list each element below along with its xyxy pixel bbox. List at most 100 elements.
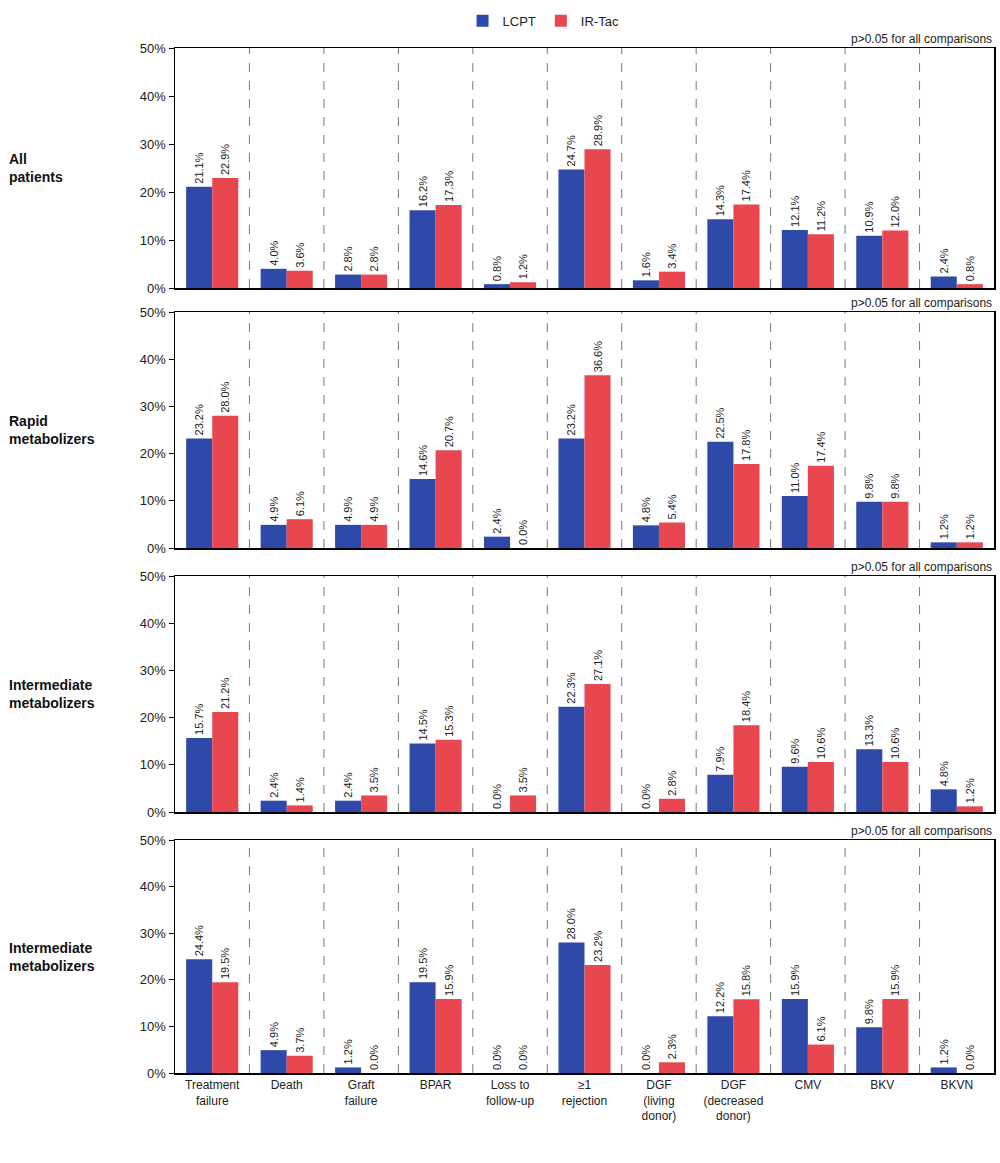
svg-text:10%: 10% — [140, 233, 166, 248]
svg-text:DGF(decreaseddonor): DGF(decreaseddonor) — [703, 1078, 763, 1123]
svg-text:5.4%: 5.4% — [666, 494, 678, 519]
svg-text:9.8%: 9.8% — [863, 473, 875, 498]
svg-text:2.3%: 2.3% — [666, 1034, 678, 1059]
svg-text:40%: 40% — [140, 352, 166, 367]
svg-text:p>0.05 for all comparisons: p>0.05 for all comparisons — [851, 824, 992, 838]
svg-text:21.2%: 21.2% — [219, 678, 231, 709]
svg-text:4.0%: 4.0% — [268, 241, 280, 266]
svg-text:15.3%: 15.3% — [443, 705, 455, 736]
svg-text:9.8%: 9.8% — [889, 473, 901, 498]
svg-text:1.2%: 1.2% — [517, 254, 529, 279]
svg-text:15.7%: 15.7% — [193, 703, 205, 734]
svg-text:0.0%: 0.0% — [640, 1045, 652, 1070]
svg-text:10%: 10% — [140, 493, 166, 508]
svg-text:0.0%: 0.0% — [491, 1045, 503, 1070]
svg-text:4.8%: 4.8% — [640, 497, 652, 522]
svg-text:23.2%: 23.2% — [592, 930, 604, 961]
svg-text:0.0%: 0.0% — [964, 1045, 976, 1070]
svg-text:Graftfailure: Graftfailure — [345, 1078, 378, 1108]
svg-text:14.6%: 14.6% — [417, 445, 429, 476]
svg-text:0.0%: 0.0% — [640, 784, 652, 809]
svg-text:17.4%: 17.4% — [815, 431, 827, 462]
svg-text:19.5%: 19.5% — [417, 948, 429, 979]
svg-text:2.4%: 2.4% — [342, 772, 354, 797]
svg-text:0.0%: 0.0% — [368, 1045, 380, 1070]
svg-text:1.6%: 1.6% — [640, 252, 652, 277]
svg-text:28.9%: 28.9% — [592, 115, 604, 146]
svg-text:15.9%: 15.9% — [889, 965, 901, 996]
svg-text:2.4%: 2.4% — [268, 772, 280, 797]
svg-text:14.3%: 14.3% — [714, 185, 726, 216]
svg-text:3.6%: 3.6% — [294, 242, 306, 267]
svg-text:10%: 10% — [140, 1019, 166, 1034]
svg-text:11.0%: 11.0% — [789, 462, 801, 493]
svg-text:p>0.05 for all comparisons: p>0.05 for all comparisons — [851, 296, 992, 310]
svg-text:Death: Death — [271, 1078, 303, 1092]
svg-text:1.2%: 1.2% — [964, 514, 976, 539]
svg-text:30%: 30% — [140, 926, 166, 941]
svg-text:1.2%: 1.2% — [964, 778, 976, 803]
svg-text:20.7%: 20.7% — [443, 416, 455, 447]
svg-text:15.9%: 15.9% — [789, 965, 801, 996]
svg-text:24.4%: 24.4% — [193, 925, 205, 956]
svg-text:17.3%: 17.3% — [443, 171, 455, 202]
svg-text:4.9%: 4.9% — [268, 1022, 280, 1047]
svg-text:30%: 30% — [140, 137, 166, 152]
svg-text:50%: 50% — [140, 41, 166, 56]
svg-text:0%: 0% — [147, 1066, 166, 1081]
svg-text:22.3%: 22.3% — [565, 672, 577, 703]
svg-text:17.4%: 17.4% — [740, 170, 752, 201]
svg-text:4.9%: 4.9% — [268, 497, 280, 522]
svg-text:20%: 20% — [140, 185, 166, 200]
svg-text:Allpatients: Allpatients — [9, 151, 63, 185]
svg-text:19.5%: 19.5% — [219, 948, 231, 979]
svg-text:10.6%: 10.6% — [815, 728, 827, 759]
svg-text:p>0.05 for all comparisons: p>0.05 for all comparisons — [851, 560, 992, 574]
svg-text:7.9%: 7.9% — [714, 746, 726, 771]
svg-text:27.1%: 27.1% — [592, 650, 604, 681]
svg-text:28.0%: 28.0% — [565, 908, 577, 939]
svg-text:Treatmentfailure: Treatmentfailure — [185, 1078, 240, 1108]
svg-text:1.2%: 1.2% — [342, 1039, 354, 1064]
svg-text:BKV: BKV — [870, 1078, 894, 1092]
svg-text:Loss tofollow-up: Loss tofollow-up — [486, 1078, 534, 1108]
svg-text:0%: 0% — [147, 805, 166, 820]
svg-text:≥1rejection: ≥1rejection — [562, 1078, 607, 1108]
svg-text:0%: 0% — [147, 541, 166, 556]
svg-text:2.8%: 2.8% — [666, 770, 678, 795]
svg-text:28.0%: 28.0% — [219, 381, 231, 412]
svg-text:22.9%: 22.9% — [219, 144, 231, 175]
svg-text:0.0%: 0.0% — [491, 784, 503, 809]
svg-text:20%: 20% — [140, 446, 166, 461]
svg-text:22.5%: 22.5% — [714, 407, 726, 438]
svg-text:12.1%: 12.1% — [789, 196, 801, 227]
svg-text:Rapidmetabolizers: Rapidmetabolizers — [9, 413, 95, 447]
svg-text:36.6%: 36.6% — [592, 341, 604, 372]
svg-text:2.8%: 2.8% — [342, 246, 354, 271]
svg-text:15.9%: 15.9% — [443, 965, 455, 996]
svg-text:50%: 50% — [140, 833, 166, 848]
svg-text:4.9%: 4.9% — [342, 497, 354, 522]
svg-text:17.8%: 17.8% — [740, 430, 752, 461]
svg-text:30%: 30% — [140, 399, 166, 414]
svg-text:1.2%: 1.2% — [938, 1039, 950, 1064]
svg-text:0.0%: 0.0% — [517, 1045, 529, 1070]
svg-text:11.2%: 11.2% — [815, 201, 827, 232]
svg-text:3.4%: 3.4% — [666, 243, 678, 268]
svg-text:9.6%: 9.6% — [789, 738, 801, 763]
svg-text:15.8%: 15.8% — [740, 965, 752, 996]
svg-text:Intermediatemetabolizers: Intermediatemetabolizers — [9, 677, 95, 711]
svg-text:23.2%: 23.2% — [565, 404, 577, 435]
svg-text:LCPT: LCPT — [503, 14, 536, 29]
svg-text:13.3%: 13.3% — [863, 715, 875, 746]
svg-text:0.8%: 0.8% — [964, 256, 976, 281]
svg-text:BKVN: BKVN — [940, 1078, 973, 1092]
svg-text:14.5%: 14.5% — [417, 709, 429, 740]
svg-text:0%: 0% — [147, 281, 166, 296]
svg-text:2.4%: 2.4% — [938, 248, 950, 273]
svg-text:3.5%: 3.5% — [517, 767, 529, 792]
svg-text:10%: 10% — [140, 757, 166, 772]
svg-text:6.1%: 6.1% — [294, 491, 306, 516]
svg-text:50%: 50% — [140, 569, 166, 584]
svg-text:18.4%: 18.4% — [740, 691, 752, 722]
